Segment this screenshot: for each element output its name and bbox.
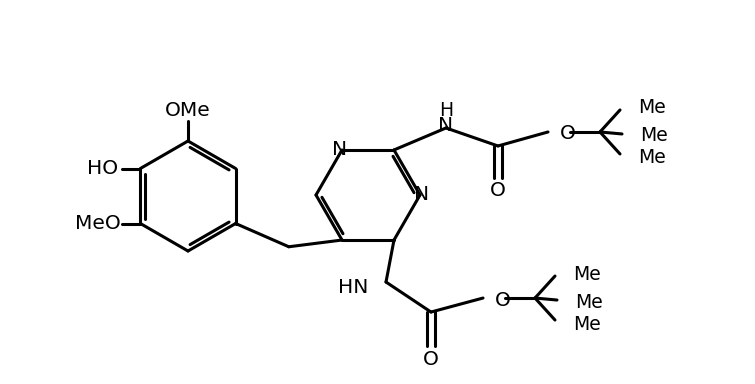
- Text: N: N: [332, 141, 347, 159]
- Text: N: N: [414, 185, 430, 205]
- Text: OMe: OMe: [165, 101, 211, 119]
- Text: Me: Me: [573, 265, 601, 283]
- Text: N: N: [439, 116, 454, 136]
- Text: HN: HN: [337, 278, 368, 296]
- Text: O: O: [490, 182, 506, 200]
- Text: Me: Me: [638, 98, 666, 118]
- Text: Me: Me: [638, 149, 666, 167]
- Text: Me: Me: [575, 293, 602, 311]
- Text: HO: HO: [87, 159, 118, 178]
- Text: Me: Me: [573, 314, 601, 334]
- Text: O: O: [560, 124, 576, 144]
- Text: MeO: MeO: [76, 214, 122, 233]
- Text: O: O: [495, 291, 511, 310]
- Text: Me: Me: [640, 126, 667, 146]
- Text: O: O: [423, 349, 439, 369]
- Text: H: H: [439, 101, 453, 121]
